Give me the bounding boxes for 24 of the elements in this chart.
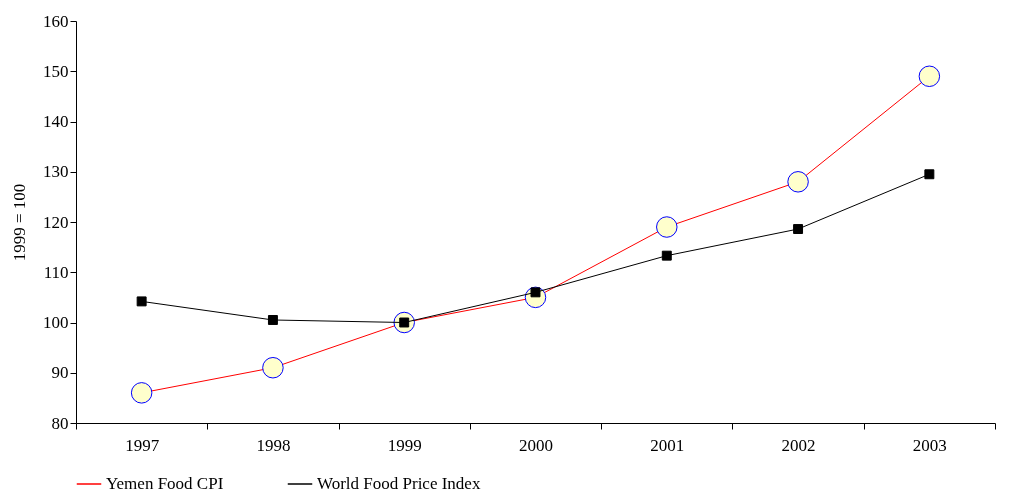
x-tick-label: 1999 xyxy=(387,435,422,455)
x-tick-label: 1998 xyxy=(256,435,291,455)
point xyxy=(924,169,935,180)
x-tick-label: 2002 xyxy=(781,435,816,455)
legend-label: World Food Price Index xyxy=(317,474,481,493)
y-tick-label: 130 xyxy=(43,162,69,182)
x-tick-label: 2003 xyxy=(912,435,947,455)
point xyxy=(136,296,147,307)
y-axis-title: 1999 = 100 xyxy=(10,183,29,262)
x-tick-label: 1997 xyxy=(125,435,160,455)
y-tick-label: 100 xyxy=(43,313,69,332)
y-tick-label: 120 xyxy=(43,212,69,232)
point xyxy=(661,250,672,261)
point xyxy=(267,315,278,325)
y-tick-label: 150 xyxy=(43,61,69,81)
x-tick-label: 2001 xyxy=(650,435,685,455)
y-tick-label: 160 xyxy=(43,11,69,31)
x-tick-label: 2000 xyxy=(519,435,553,455)
y-tick-label: 80 xyxy=(51,413,69,433)
y-tick-label: 110 xyxy=(43,262,69,282)
y-tick-label: 140 xyxy=(43,112,69,131)
legend-label: Yemen Food CPI xyxy=(106,474,224,493)
y-tick-label: 90 xyxy=(51,363,69,383)
point xyxy=(793,224,804,235)
